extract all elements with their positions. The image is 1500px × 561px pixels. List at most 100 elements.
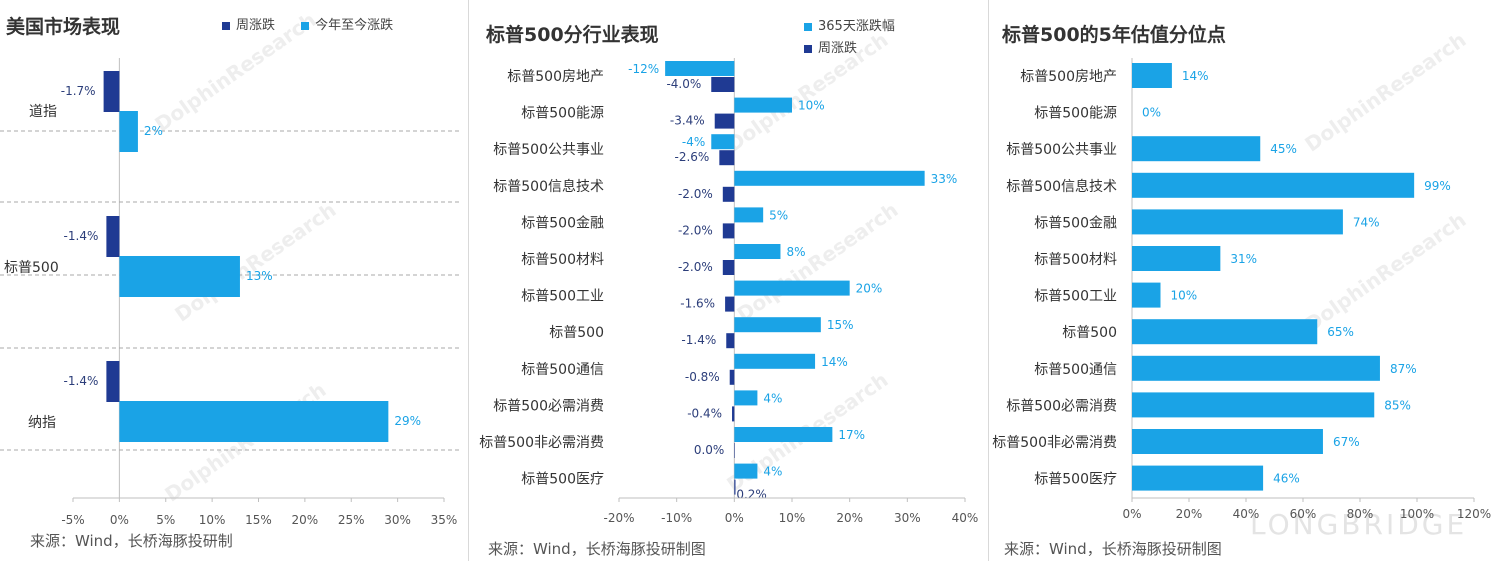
category-label: 标普500房地产 [1020,69,1117,85]
data-label-365d: 33% [931,172,958,186]
bar-ytd [119,401,389,442]
data-label-weekly: -3.4% [670,114,705,128]
data-label-365d: 15% [827,318,854,332]
category-label: 标普500通信 [1034,362,1117,378]
x-tick-label: 0% [725,511,744,525]
category-label: 标普500通信 [521,362,604,378]
bar-weekly [729,369,735,385]
brand-watermark: LONGBRIDGE [1250,508,1468,541]
bar-percentile [1132,63,1172,88]
bar-weekly [106,216,120,257]
data-label: 85% [1384,398,1411,412]
data-label-weekly: -2.6% [675,150,710,164]
x-tick-label: -20% [603,511,634,525]
data-label-weekly: -1.4% [64,229,99,243]
x-tick-label: 0% [110,513,129,527]
bar-weekly [734,443,735,458]
data-label-365d: 17% [838,428,865,442]
sector-performance-chart: -12% -4.0% 标普500房地产 10% -3.4% 标普500能源 -4%-2.6%… [479,58,979,525]
data-label-365d: 14% [821,355,848,369]
data-label-ytd: 29% [394,414,421,428]
bar-365d [734,170,925,186]
x-tick-label: -10% [661,511,692,525]
bar-weekly [714,113,735,129]
legend-item-ytd: 今年至今涨跌 [301,18,393,33]
category-label: 标普500工业 [1034,289,1117,305]
x-tick-label: 10% [199,513,226,527]
data-label-weekly: -1.6% [680,297,715,311]
category-label: 道指 [29,104,57,120]
legend-swatch [804,44,812,53]
legend-label: 周涨跌 [236,18,276,33]
legend-label: 周涨跌 [818,41,858,56]
data-label-365d: 4% [763,391,782,405]
legend-swatch [804,22,812,31]
category-label: 标普500材料 [1034,252,1117,268]
data-label-365d: 10% [798,99,825,113]
data-label: 46% [1273,472,1300,486]
legend-label: 今年至今涨跌 [315,18,394,33]
bar-ytd [119,111,138,152]
x-tick-label: 15% [245,513,272,527]
category-label: 标普500非必需消费 [992,435,1117,451]
category-label: 标普500公共事业 [493,142,604,158]
bar-percentile [1132,282,1161,308]
bar-weekly [725,296,735,312]
bar-percentile [1132,246,1221,271]
bar-365d [734,207,764,223]
data-label: 99% [1424,179,1451,193]
data-label: 14% [1182,69,1209,83]
chart-title: 美国市场表现 [6,16,121,38]
data-label-weekly: -1.7% [61,84,96,98]
x-tick-label: 100% [1400,507,1434,521]
data-label-weekly: 0.0% [694,443,725,457]
bar-365d [734,427,833,442]
category-label: 标普500公共事业 [1006,142,1117,158]
legend: 365天涨跌幅 周涨跌 [804,16,895,60]
valuation-percentile-panel: DolphinResearch DolphinResearch LONGBRID… [990,0,1500,561]
bar-weekly [726,333,735,349]
bar-weekly [722,186,735,202]
x-tick-label: 60% [1290,507,1317,521]
category-label: 标普500医疗 [1034,472,1117,488]
data-label-weekly: -4.0% [666,77,701,91]
bar-weekly [711,77,735,92]
data-label-ytd: 13% [246,269,273,283]
bar-weekly [106,361,120,402]
bar-365d [734,244,781,259]
category-label: 标普500 [1062,325,1117,341]
chart-source: 来源：Wind，长桥海豚投研制图 [1004,540,1222,558]
x-tick-label: 10% [779,511,806,525]
x-tick-label: 120% [1457,507,1491,521]
category-label: 标普500必需消费 [493,398,604,414]
bar-weekly [722,223,735,239]
x-tick-label: 40% [952,511,979,525]
legend-swatch [301,21,310,30]
legend-item-weekly: 周涨跌 [222,18,275,33]
x-tick-label: 30% [384,513,411,527]
chart-title: 标普500分行业表现 [486,24,659,46]
data-label-weekly: -0.4% [687,406,722,420]
x-tick-label: -5% [61,513,84,527]
x-tick-label: 20% [292,513,319,527]
data-label-weekly: -1.4% [64,374,99,388]
category-label: 标普500医疗 [521,472,604,488]
data-label-365d: 4% [763,465,782,479]
legend-item-weekly: 周涨跌 [804,38,895,60]
bar-percentile [1132,429,1323,454]
legend-swatch [222,21,230,30]
bar-365d [734,317,821,333]
category-label: 标普500能源 [1034,106,1117,122]
bar-percentile [1132,172,1415,198]
x-tick-label: 30% [894,511,921,525]
category-label: 标普500金融 [1034,215,1117,231]
panel-divider [468,0,469,561]
data-label-weekly: -2.0% [678,223,713,237]
category-label: 标普500能源 [521,106,604,122]
category-label: 标普500工业 [521,289,604,305]
data-label: 87% [1390,362,1417,376]
bar-365d [711,134,735,150]
x-tick-label: 80% [1347,507,1374,521]
x-tick-label: 20% [836,511,863,525]
data-label: 0% [1142,106,1161,120]
